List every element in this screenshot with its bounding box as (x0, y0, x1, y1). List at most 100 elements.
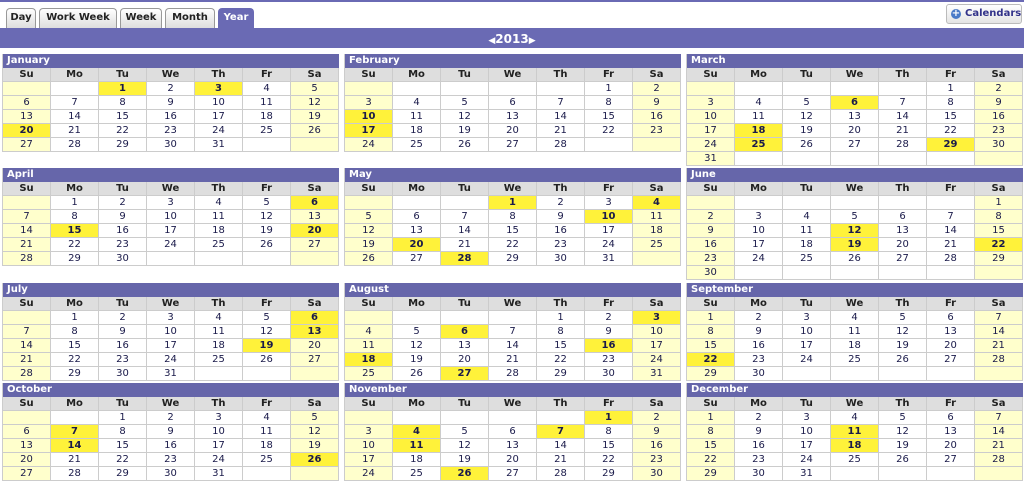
event-day[interactable]: 14 (51, 439, 99, 453)
event-day[interactable]: 10 (345, 110, 393, 124)
day[interactable]: 28 (927, 252, 975, 266)
day[interactable]: 17 (783, 439, 831, 453)
day[interactable]: 25 (195, 238, 243, 252)
day[interactable]: 27 (489, 467, 537, 481)
day[interactable]: 11 (195, 210, 243, 224)
day[interactable]: 10 (687, 110, 735, 124)
day[interactable]: 6 (927, 311, 975, 325)
day[interactable]: 20 (879, 238, 927, 252)
day[interactable]: 8 (585, 96, 633, 110)
day[interactable]: 13 (927, 425, 975, 439)
day[interactable]: 23 (147, 124, 195, 138)
event-day[interactable]: 20 (3, 124, 51, 138)
event-day[interactable]: 6 (441, 325, 489, 339)
day[interactable]: 25 (243, 453, 291, 467)
day[interactable]: 24 (147, 353, 195, 367)
day[interactable]: 11 (831, 325, 879, 339)
day[interactable]: 2 (687, 210, 735, 224)
day[interactable]: 6 (927, 411, 975, 425)
day[interactable]: 25 (393, 467, 441, 481)
day[interactable]: 19 (291, 110, 339, 124)
day[interactable]: 5 (243, 196, 291, 210)
day[interactable]: 5 (879, 411, 927, 425)
day[interactable]: 20 (927, 439, 975, 453)
day[interactable]: 20 (3, 453, 51, 467)
day[interactable]: 28 (975, 353, 1023, 367)
day[interactable]: 13 (3, 110, 51, 124)
day[interactable]: 23 (975, 124, 1023, 138)
day[interactable]: 3 (345, 96, 393, 110)
day[interactable]: 20 (489, 124, 537, 138)
next-year-arrow[interactable]: ▶ (528, 36, 536, 46)
day[interactable]: 22 (489, 238, 537, 252)
day[interactable]: 28 (537, 138, 585, 152)
day[interactable]: 21 (975, 439, 1023, 453)
day[interactable]: 9 (633, 425, 681, 439)
day[interactable]: 27 (291, 353, 339, 367)
day[interactable]: 16 (99, 224, 147, 238)
day[interactable]: 8 (51, 325, 99, 339)
day[interactable]: 9 (585, 325, 633, 339)
tab[interactable]: Work Week (39, 8, 117, 28)
day[interactable]: 7 (927, 210, 975, 224)
day[interactable]: 28 (3, 252, 51, 266)
day[interactable]: 2 (537, 196, 585, 210)
day[interactable]: 4 (831, 411, 879, 425)
day[interactable]: 12 (441, 439, 489, 453)
event-day[interactable]: 6 (291, 196, 339, 210)
day[interactable]: 7 (441, 210, 489, 224)
day[interactable]: 15 (51, 339, 99, 353)
day[interactable]: 2 (633, 82, 681, 96)
day[interactable]: 26 (243, 238, 291, 252)
day[interactable]: 8 (927, 96, 975, 110)
day[interactable]: 24 (783, 353, 831, 367)
day[interactable]: 23 (99, 238, 147, 252)
day[interactable]: 1 (975, 196, 1023, 210)
day[interactable]: 23 (585, 353, 633, 367)
day[interactable]: 13 (393, 224, 441, 238)
tab[interactable]: Week (120, 8, 162, 28)
day[interactable]: 18 (243, 439, 291, 453)
day[interactable]: 2 (975, 82, 1023, 96)
day[interactable]: 12 (291, 96, 339, 110)
day[interactable]: 30 (585, 367, 633, 381)
day[interactable]: 1 (687, 411, 735, 425)
tab[interactable]: Month (165, 8, 215, 28)
event-day[interactable]: 18 (345, 353, 393, 367)
event-day[interactable]: 18 (831, 439, 879, 453)
day[interactable]: 22 (537, 353, 585, 367)
day[interactable]: 13 (879, 224, 927, 238)
day[interactable]: 19 (291, 439, 339, 453)
day[interactable]: 4 (831, 311, 879, 325)
day[interactable]: 11 (783, 224, 831, 238)
day[interactable]: 6 (489, 425, 537, 439)
day[interactable]: 19 (879, 439, 927, 453)
day[interactable]: 14 (441, 224, 489, 238)
event-day[interactable]: 22 (687, 353, 735, 367)
day[interactable]: 2 (147, 411, 195, 425)
event-day[interactable]: 7 (537, 425, 585, 439)
day[interactable]: 25 (243, 124, 291, 138)
day[interactable]: 3 (147, 311, 195, 325)
day[interactable]: 13 (441, 339, 489, 353)
day[interactable]: 4 (195, 311, 243, 325)
day[interactable]: 9 (975, 96, 1023, 110)
day[interactable]: 26 (879, 453, 927, 467)
day[interactable]: 4 (195, 196, 243, 210)
day[interactable]: 28 (51, 138, 99, 152)
day[interactable]: 22 (585, 124, 633, 138)
day[interactable]: 28 (489, 367, 537, 381)
day[interactable]: 4 (393, 96, 441, 110)
day[interactable]: 29 (99, 467, 147, 481)
day[interactable]: 15 (489, 224, 537, 238)
event-day[interactable]: 7 (51, 425, 99, 439)
day[interactable]: 25 (831, 453, 879, 467)
day[interactable]: 15 (927, 110, 975, 124)
day[interactable]: 11 (735, 110, 783, 124)
calendars-button[interactable]: + Calendars (946, 4, 1022, 24)
day[interactable]: 21 (51, 453, 99, 467)
day[interactable]: 6 (489, 96, 537, 110)
day[interactable]: 15 (99, 110, 147, 124)
day[interactable]: 17 (687, 124, 735, 138)
day[interactable]: 12 (879, 425, 927, 439)
